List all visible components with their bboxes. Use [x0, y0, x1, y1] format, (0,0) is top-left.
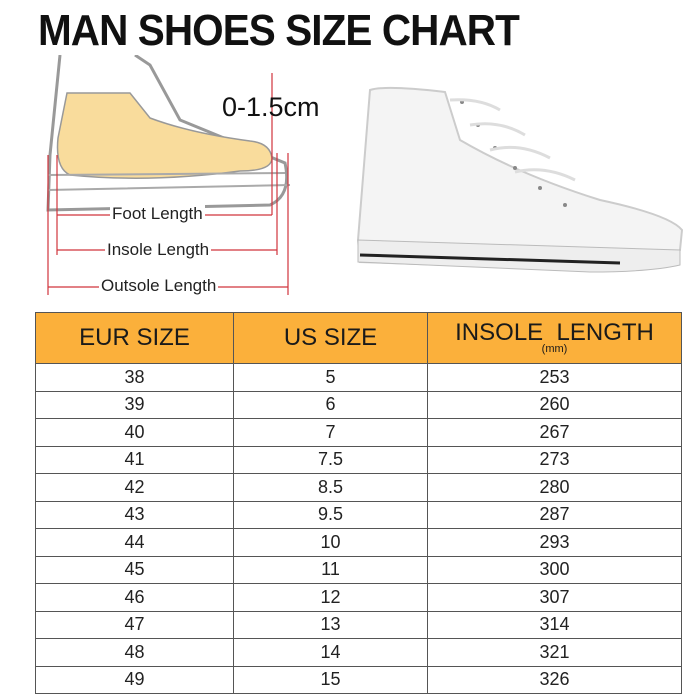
eur-size-cell: 39 — [35, 390, 234, 419]
insole-length-cell: 280 — [427, 473, 682, 502]
size-table: EUR SIZE US SIZE INSOLE LENGTH (mm) 38 5 25… — [35, 312, 682, 694]
toe-gap-label: 0-1.5cm — [222, 92, 320, 122]
eur-size-cell: 47 — [35, 610, 234, 639]
eur-size-cell: 45 — [35, 555, 234, 584]
table-row: 49 15 326 — [35, 665, 682, 694]
us-size-cell: 10 — [233, 528, 428, 557]
eur-size-cell: 41 — [35, 445, 234, 474]
eur-size-cell: 43 — [35, 500, 234, 529]
insole-length-cell: 293 — [427, 528, 682, 557]
table-row: 39 6 260 — [35, 390, 682, 419]
table-row: 48 14 321 — [35, 638, 682, 667]
insole-length-cell: 326 — [427, 665, 682, 694]
eur-size-cell: 48 — [35, 638, 234, 667]
insole-unit: (mm) — [541, 342, 568, 355]
insole-length-cell: 314 — [427, 610, 682, 639]
us-size-cell: 6 — [233, 390, 428, 419]
table-row: 38 5 253 — [35, 363, 682, 392]
eur-size-cell: 44 — [35, 528, 234, 557]
us-size-cell: 8.5 — [233, 473, 428, 502]
table-row: 40 7 267 — [35, 418, 682, 447]
table-row: 47 13 314 — [35, 610, 682, 639]
us-size-cell: 7.5 — [233, 445, 428, 474]
insole-length-cell: 321 — [427, 638, 682, 667]
us-size-cell: 9.5 — [233, 500, 428, 529]
table-row: 46 12 307 — [35, 583, 682, 612]
insole-length-cell: 253 — [427, 363, 682, 392]
insole-length-cell: 307 — [427, 583, 682, 612]
insole-length-cell: 260 — [427, 390, 682, 419]
table-row: 42 8.5 280 — [35, 473, 682, 502]
insole-length-cell: 267 — [427, 418, 682, 447]
eur-size-cell: 42 — [35, 473, 234, 502]
us-size-cell: 5 — [233, 363, 428, 392]
table-row: 44 10 293 — [35, 528, 682, 557]
eur-size-cell: 49 — [35, 665, 234, 694]
us-size-cell: 7 — [233, 418, 428, 447]
us-size-cell: 14 — [233, 638, 428, 667]
us-size-cell: 15 — [233, 665, 428, 694]
table-header-row: EUR SIZE US SIZE INSOLE LENGTH (mm) — [35, 312, 682, 364]
table-row: 45 11 300 — [35, 555, 682, 584]
foot-length-label: Foot Length — [110, 204, 205, 224]
page-title: MAN SHOES SIZE CHART — [38, 6, 520, 55]
sneaker-image — [356, 86, 684, 273]
insole-length-cell: 273 — [427, 445, 682, 474]
header-insole-length: INSOLE LENGTH (mm) — [427, 312, 682, 364]
table-row: 41 7.5 273 — [35, 445, 682, 474]
us-size-cell: 12 — [233, 583, 428, 612]
eur-size-cell: 38 — [35, 363, 234, 392]
header-eur-size: EUR SIZE — [35, 312, 234, 364]
eur-size-cell: 40 — [35, 418, 234, 447]
header-us-size: US SIZE — [233, 312, 428, 364]
insole-length-cell: 287 — [427, 500, 682, 529]
outsole-length-label: Outsole Length — [99, 276, 219, 296]
table-row: 43 9.5 287 — [35, 500, 682, 529]
eur-size-cell: 46 — [35, 583, 234, 612]
insole-length-cell: 300 — [427, 555, 682, 584]
us-size-cell: 11 — [233, 555, 428, 584]
insole-length-label: Insole Length — [105, 240, 212, 260]
us-size-cell: 13 — [233, 610, 428, 639]
